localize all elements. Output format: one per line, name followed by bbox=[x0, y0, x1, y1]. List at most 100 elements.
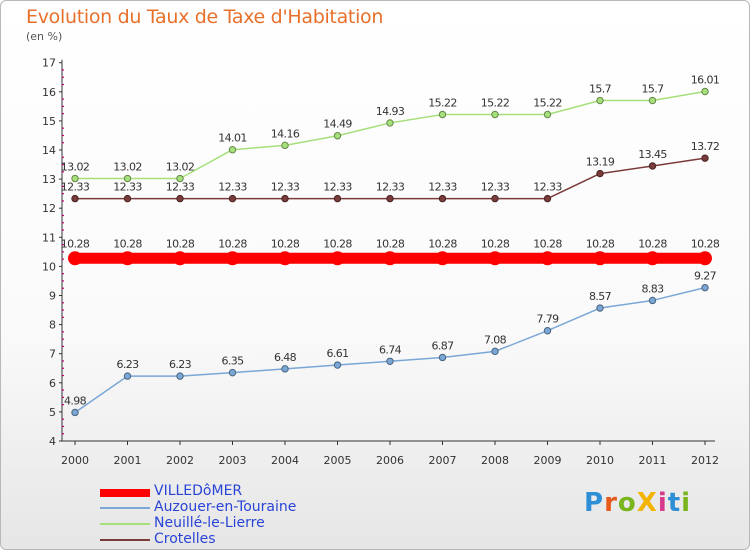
data-label: 10.28 bbox=[481, 237, 510, 250]
y-tick-label: 4 bbox=[49, 435, 56, 448]
data-labels: 4.98 6.23 6.23 6.35 6.48 6.61 6.74 6.87 7.08 7.79… bbox=[61, 74, 721, 408]
y-tick-label: 14 bbox=[42, 144, 56, 157]
legend-label-villedomer: VILLEDôMER bbox=[154, 483, 243, 499]
y-tick-label: 6 bbox=[49, 377, 56, 390]
data-label: 13.02 bbox=[113, 161, 142, 174]
data-label: 14.01 bbox=[218, 132, 247, 145]
data-label: 13.72 bbox=[691, 140, 720, 153]
data-label: 12.33 bbox=[218, 181, 247, 194]
data-point bbox=[645, 251, 660, 266]
data-label: 6.74 bbox=[379, 343, 402, 356]
y-tick-label: 10 bbox=[42, 260, 56, 273]
data-label: 8.83 bbox=[641, 282, 664, 295]
x-tick-label: 2012 bbox=[691, 454, 719, 467]
data-point bbox=[333, 194, 342, 203]
data-label: 12.33 bbox=[376, 181, 405, 194]
x-tick-label: 2003 bbox=[219, 454, 247, 467]
data-label: 10.28 bbox=[323, 237, 352, 250]
data-point bbox=[543, 110, 552, 119]
data-point bbox=[71, 408, 79, 417]
x-tick-label: 2010 bbox=[586, 454, 614, 467]
data-point bbox=[543, 327, 552, 335]
x-tick-label: 2009 bbox=[534, 454, 562, 467]
data-label: 13.02 bbox=[166, 161, 195, 174]
data-point bbox=[648, 162, 657, 170]
data-point bbox=[648, 296, 657, 305]
legend-swatch-neuille bbox=[100, 523, 150, 525]
x-tick-label: 2006 bbox=[376, 454, 404, 467]
data-point bbox=[701, 283, 709, 292]
data-point bbox=[68, 251, 82, 266]
y-tick-label: 5 bbox=[49, 406, 56, 419]
data-label: 12.33 bbox=[323, 181, 352, 194]
data-label: 6.23 bbox=[169, 358, 192, 371]
data-point bbox=[123, 194, 132, 203]
data-label: 14.93 bbox=[376, 105, 405, 118]
data-label: 6.23 bbox=[116, 358, 139, 371]
y-tick-label: 17 bbox=[42, 57, 56, 70]
data-point bbox=[596, 304, 604, 312]
legend-label-auzouer: Auzouer-en-Touraine bbox=[154, 499, 297, 515]
data-label: 6.61 bbox=[326, 347, 348, 360]
logo-letter: i bbox=[657, 488, 668, 518]
x-tick-label: 2002 bbox=[166, 454, 194, 467]
legend-label-neuille: Neuillé-le-Lierre bbox=[154, 515, 265, 531]
data-label: 10.28 bbox=[533, 237, 562, 250]
data-point bbox=[228, 368, 237, 377]
legend-swatch-villedomer bbox=[100, 489, 150, 497]
data-label: 9.27 bbox=[694, 270, 717, 283]
data-point bbox=[488, 251, 502, 266]
data-point bbox=[176, 194, 184, 203]
data-label: 16.01 bbox=[691, 74, 720, 87]
data-point bbox=[491, 110, 499, 119]
legend-label-crotelles: Crotelles bbox=[154, 531, 216, 547]
data-label: 10.28 bbox=[428, 237, 457, 250]
data-label: 15.7 bbox=[641, 83, 664, 96]
data-label: 10.28 bbox=[586, 237, 615, 250]
y-tick-label: 9 bbox=[49, 290, 56, 303]
data-point bbox=[333, 132, 342, 140]
data-label: 10.28 bbox=[638, 237, 667, 250]
data-label: 12.33 bbox=[428, 181, 457, 194]
chart-subtitle: (en %) bbox=[26, 30, 63, 43]
series-layer bbox=[68, 87, 712, 417]
data-label: 10.28 bbox=[113, 237, 142, 250]
data-label: 15.7 bbox=[589, 83, 612, 96]
x-tick-label: 2005 bbox=[324, 454, 352, 467]
y-tick-label: 15 bbox=[42, 115, 56, 128]
data-point bbox=[593, 251, 607, 266]
data-label: 12.33 bbox=[61, 181, 90, 194]
data-label: 7.08 bbox=[484, 333, 507, 346]
data-point bbox=[386, 357, 394, 365]
data-label: 15.22 bbox=[481, 96, 510, 109]
y-tick-label: 11 bbox=[42, 231, 56, 244]
axes: 4 5 6 7 8 9 10 11 12 13 14 15 16 17 2000 2001 2002 2003 20… bbox=[42, 57, 719, 467]
y-tick-label: 8 bbox=[49, 319, 56, 332]
logo-letter: X bbox=[636, 488, 658, 518]
data-label: 10.28 bbox=[376, 237, 405, 250]
data-label: 10.28 bbox=[218, 237, 247, 250]
data-label: 12.33 bbox=[166, 181, 195, 194]
x-tick-label: 2008 bbox=[481, 454, 509, 467]
data-label: 6.48 bbox=[274, 351, 297, 364]
data-label: 10.28 bbox=[166, 237, 195, 250]
data-label: 15.22 bbox=[428, 96, 457, 109]
data-point bbox=[71, 194, 79, 203]
data-point bbox=[698, 251, 712, 266]
data-point bbox=[648, 96, 657, 105]
data-point bbox=[173, 251, 187, 266]
data-point bbox=[333, 361, 342, 369]
data-point bbox=[281, 365, 289, 373]
data-label: 14.49 bbox=[323, 118, 352, 131]
data-label: 10.28 bbox=[271, 237, 300, 250]
data-point bbox=[386, 194, 394, 203]
data-label: 10.28 bbox=[691, 237, 720, 250]
data-point bbox=[596, 96, 604, 105]
data-point bbox=[123, 174, 132, 183]
data-point bbox=[438, 194, 447, 203]
data-point bbox=[281, 194, 289, 203]
data-point bbox=[228, 146, 237, 154]
data-label: 10.28 bbox=[61, 237, 90, 250]
data-label: 13.02 bbox=[61, 161, 90, 174]
